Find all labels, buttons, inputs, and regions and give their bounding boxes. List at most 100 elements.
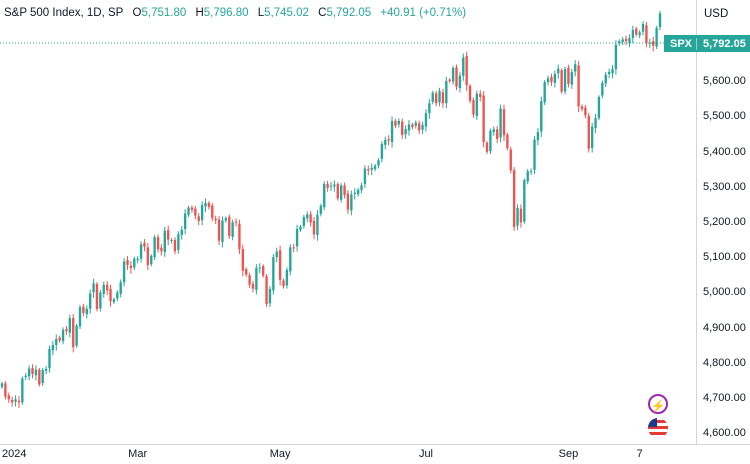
candle-body xyxy=(38,369,41,385)
candle-body xyxy=(485,142,489,152)
time-tick-label: 2024 xyxy=(2,448,27,460)
currency-label[interactable]: USD xyxy=(704,8,729,20)
candle-body xyxy=(529,171,533,173)
candle-body xyxy=(584,107,587,116)
candle-body xyxy=(194,208,197,216)
candle-body xyxy=(601,82,604,96)
candle-body xyxy=(211,205,214,219)
candle-body xyxy=(621,39,624,42)
time-tick-label: Mar xyxy=(128,448,148,460)
candle-body xyxy=(479,93,482,97)
close-value: 5,792.05 xyxy=(326,7,372,19)
candle-body xyxy=(557,68,560,74)
us-flag-event-icon[interactable] xyxy=(648,418,668,438)
candle-body xyxy=(363,168,367,184)
candle-body xyxy=(611,69,614,74)
candle-body xyxy=(299,226,302,230)
candle-body xyxy=(468,85,472,101)
candle-body xyxy=(499,108,502,138)
candle-body xyxy=(261,266,265,276)
lightning-event-icon[interactable]: ⚡ xyxy=(648,394,668,414)
low-label: L xyxy=(257,7,265,19)
candle-body xyxy=(85,308,88,315)
candle-body xyxy=(285,269,289,286)
candle-body xyxy=(326,183,329,188)
candle-body xyxy=(648,42,652,44)
candle-body xyxy=(543,82,546,103)
candle-body xyxy=(180,229,183,236)
candle-body xyxy=(417,123,421,131)
candle-body xyxy=(24,375,27,378)
candle-body xyxy=(506,134,509,148)
candle-body xyxy=(143,242,146,247)
candle-body xyxy=(323,183,326,208)
candle-body xyxy=(465,56,468,86)
candle-body xyxy=(404,128,407,135)
candle-body xyxy=(546,78,550,83)
candle-body xyxy=(421,125,424,130)
candle-body xyxy=(268,288,272,304)
candle-body xyxy=(597,96,601,119)
candle-body xyxy=(255,267,258,291)
candle-body xyxy=(645,25,648,43)
candle-body xyxy=(197,216,200,221)
candle-body xyxy=(475,93,479,116)
price-tick-label: 5,300.00 xyxy=(703,180,746,193)
candle-body xyxy=(574,64,577,72)
candle-body xyxy=(289,247,292,272)
candle-body xyxy=(282,280,285,287)
candle-body xyxy=(451,68,455,82)
candle-body xyxy=(567,67,570,84)
candle-body xyxy=(214,218,217,221)
candle-body xyxy=(241,249,245,271)
candle-body xyxy=(41,370,44,384)
candle-body xyxy=(306,214,309,219)
time-axis-border xyxy=(0,444,750,445)
price-axis-border xyxy=(696,0,697,444)
candle-body xyxy=(658,13,662,28)
candle-body xyxy=(177,234,180,250)
candle-body xyxy=(309,214,312,223)
candle-body xyxy=(58,337,61,341)
candle-body xyxy=(272,257,275,291)
candle-body xyxy=(594,118,597,128)
high-value: 5,796.80 xyxy=(203,7,249,19)
candle-body xyxy=(251,284,255,289)
candle-body xyxy=(428,103,431,114)
candle-body xyxy=(275,251,278,258)
candle-body xyxy=(129,265,133,269)
candle-body xyxy=(183,213,187,230)
price-tag-symbol: SPX xyxy=(664,37,698,50)
candle-body xyxy=(339,185,343,200)
candle-body xyxy=(238,223,241,250)
candle-body xyxy=(390,120,394,143)
candle-body xyxy=(356,189,360,195)
candle-body xyxy=(641,23,645,32)
candle-body xyxy=(119,282,122,294)
candle-body xyxy=(333,184,336,187)
candle-body xyxy=(44,368,48,371)
candle-body xyxy=(377,160,380,166)
price-tick-label: 5,400.00 xyxy=(703,145,746,158)
candle-body xyxy=(407,124,411,131)
price-tick-label: 5,600.00 xyxy=(703,75,746,88)
candle-body xyxy=(502,109,506,136)
candle-body xyxy=(577,65,580,107)
candle-body xyxy=(373,165,377,170)
close-label: C xyxy=(318,7,327,19)
change-value: +40.91 (+0.71%) xyxy=(380,7,467,19)
candle-body xyxy=(370,167,373,170)
candle-body xyxy=(397,120,401,125)
candle-body xyxy=(316,214,319,236)
candle-body xyxy=(153,237,156,258)
candle-body xyxy=(635,28,638,35)
candle-body xyxy=(441,92,445,104)
chart-legend-header: S&P 500 Index, 1D, SP O5,751.80 H5,796.8… xyxy=(4,7,466,19)
candle-body xyxy=(384,139,387,145)
candle-body xyxy=(455,67,458,87)
price-tick-label: 4,700.00 xyxy=(703,392,746,405)
candle-body xyxy=(156,237,160,250)
candle-body xyxy=(146,247,150,265)
candle-body xyxy=(265,276,268,305)
